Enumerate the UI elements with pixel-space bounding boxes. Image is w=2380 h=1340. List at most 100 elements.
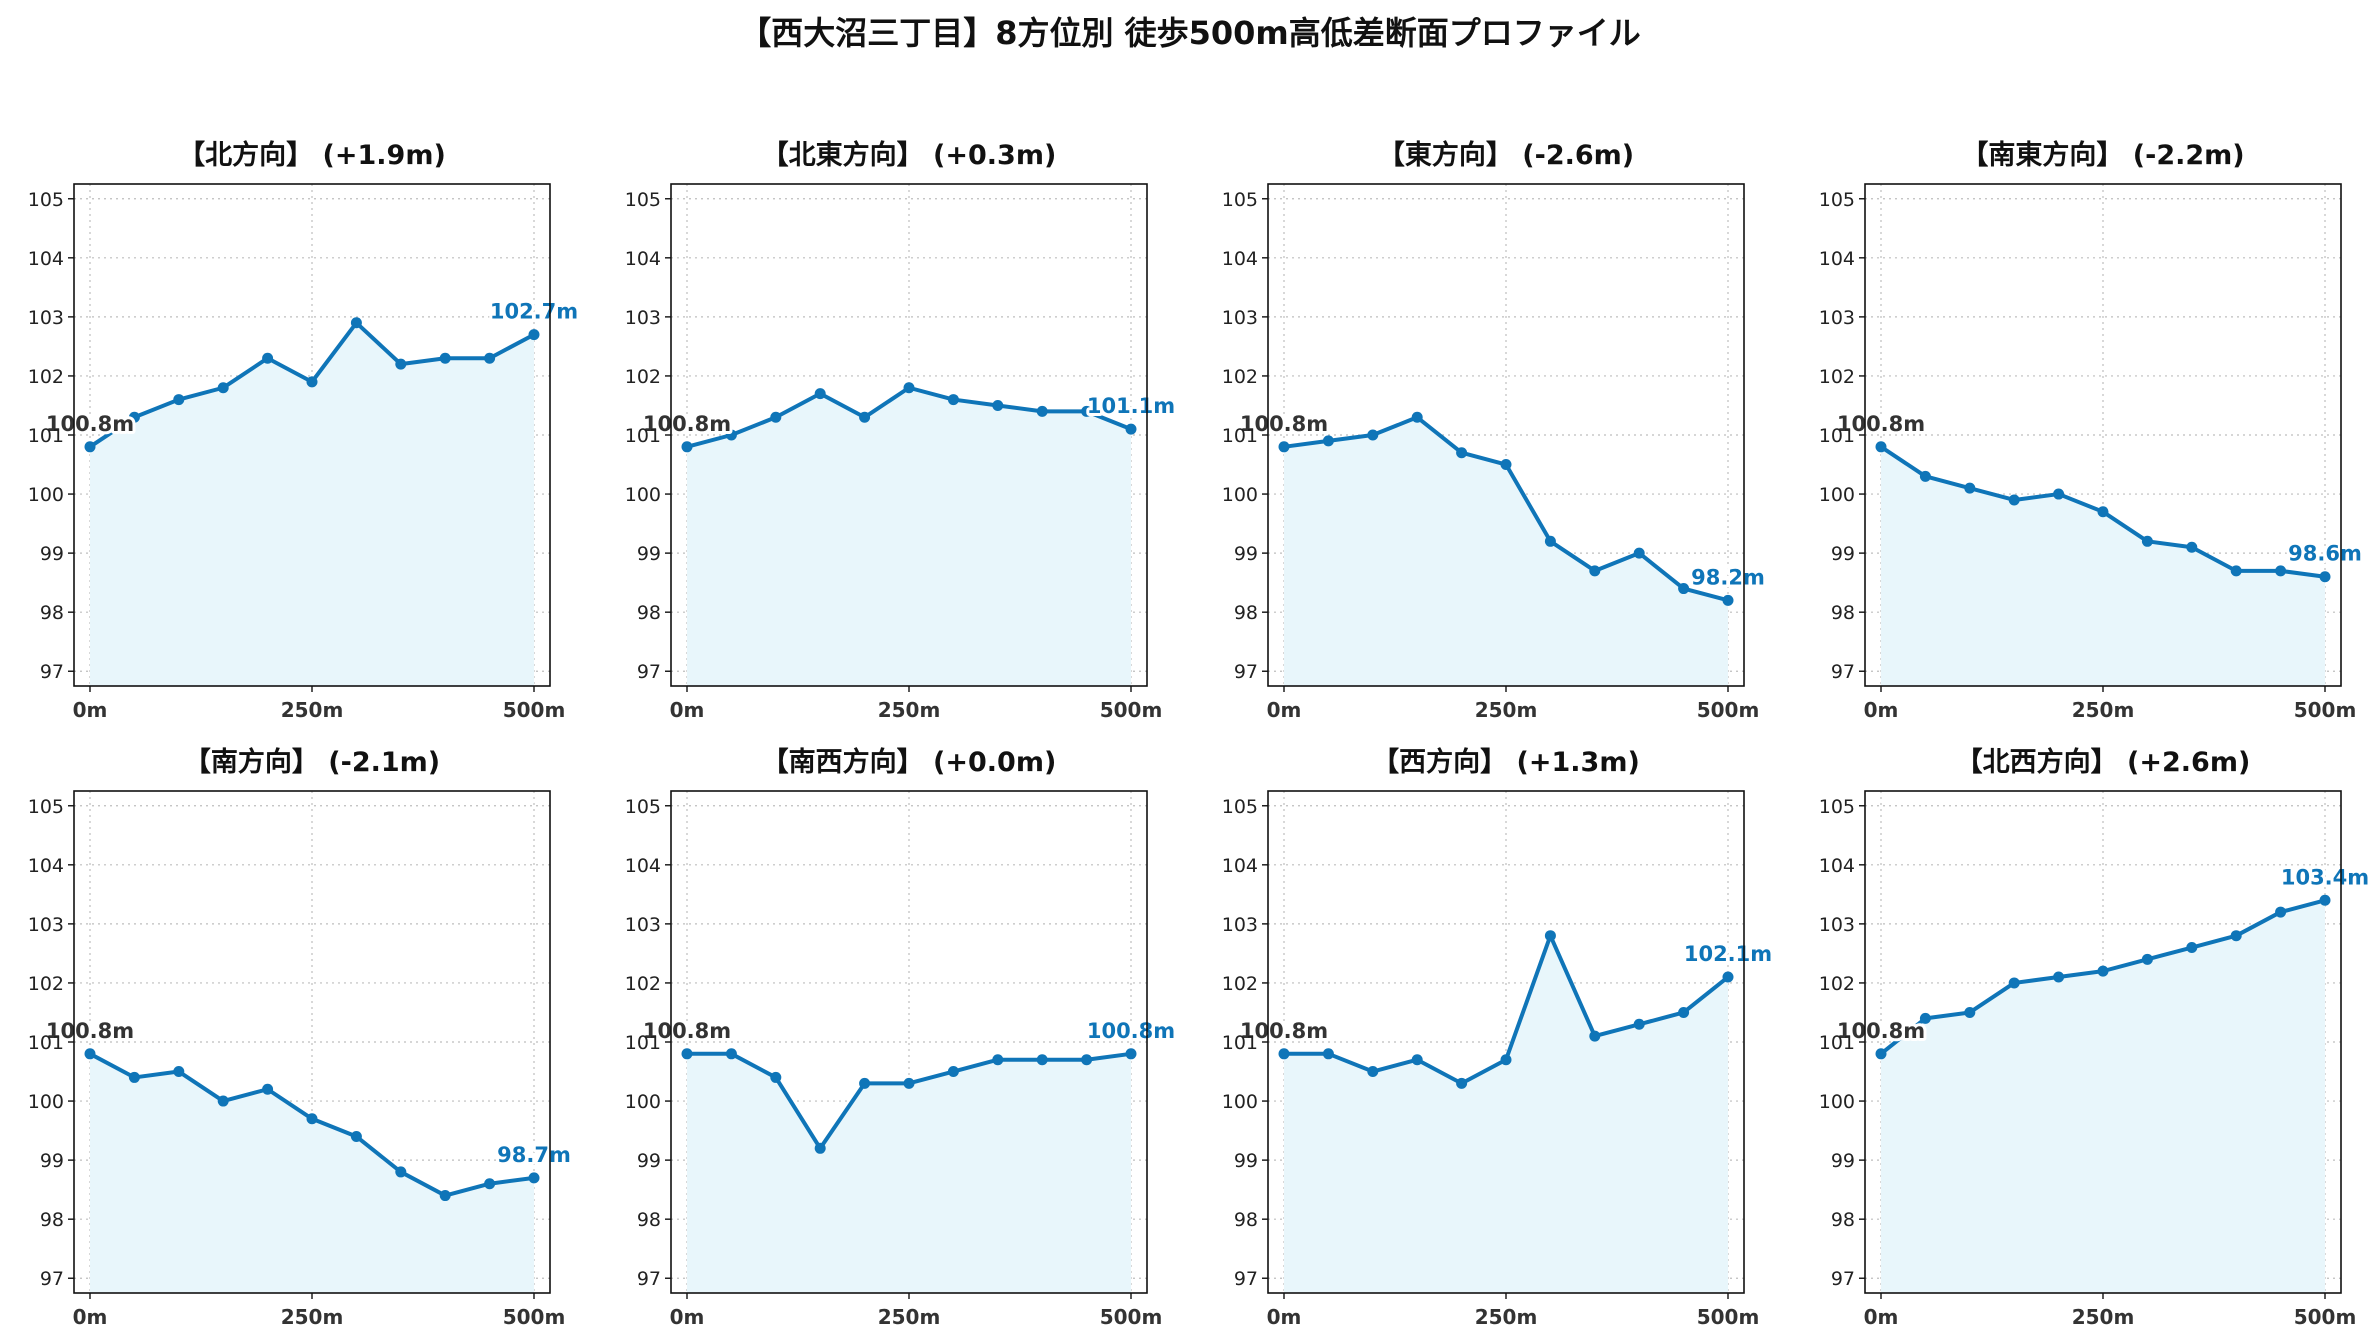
data-point: [1678, 1006, 1690, 1018]
data-point: [306, 376, 318, 388]
data-point: [395, 358, 407, 370]
data-point: [1125, 423, 1137, 435]
figure-title: 【西大沼三丁目】8方位別 徒歩500m高低差断面プロファイル: [739, 14, 1641, 52]
data-point: [2053, 971, 2065, 983]
data-point: [947, 394, 959, 406]
y-tick-label: 100: [1819, 1091, 1855, 1113]
x-tick-label: 250m: [281, 698, 344, 722]
data-point: [903, 382, 915, 394]
data-point: [770, 1071, 782, 1083]
data-point: [84, 441, 96, 453]
x-tick-label: 0m: [1864, 1305, 1899, 1329]
data-point: [1589, 1030, 1601, 1042]
x-tick-label: 500m: [1100, 1305, 1163, 1329]
y-tick-label: 101: [1222, 425, 1258, 447]
data-point: [992, 1054, 1004, 1066]
subplot-8: 【北西方向】 (+2.6m) 100.8m 103.4m 97 98 99 100 101 10…: [1819, 746, 2372, 1329]
data-point: [528, 1172, 540, 1184]
y-tick-label: 97: [1234, 661, 1258, 683]
y-tick-label: 103: [28, 307, 64, 329]
x-tick-label: 250m: [878, 698, 941, 722]
y-tick-label: 105: [28, 796, 64, 818]
y-tick-label: 97: [40, 1268, 64, 1290]
y-tick-label: 104: [28, 855, 64, 877]
data-point: [2319, 894, 2331, 906]
x-tick-label: 500m: [1697, 698, 1760, 722]
end-elevation-label: 102.7m: [490, 300, 578, 324]
data-point: [2097, 506, 2109, 518]
y-tick-label: 98: [1831, 602, 1855, 624]
y-tick-label: 103: [1819, 914, 1855, 936]
data-point: [2275, 565, 2287, 577]
y-tick-label: 104: [28, 248, 64, 270]
elevation-area: [90, 322, 534, 686]
subplot-1: 【北方向】 (+1.9m) 100.8m 102.7m 97 98 99 100 101 102…: [28, 139, 581, 722]
subplot-title: 【南方向】 (-2.1m): [184, 746, 440, 778]
x-tick-label: 500m: [2294, 1305, 2357, 1329]
data-point: [947, 1066, 959, 1078]
data-point: [1544, 535, 1556, 547]
y-tick-label: 103: [1222, 307, 1258, 329]
y-tick-label: 100: [625, 1091, 661, 1113]
elevation-area: [687, 1053, 1131, 1293]
data-point: [350, 1130, 362, 1142]
data-point: [859, 1077, 871, 1089]
data-point: [1633, 1018, 1645, 1030]
subplot-title: 【北西方向】 (+2.6m): [1956, 746, 2251, 778]
start-elevation-label: 100.8m: [643, 1019, 731, 1043]
y-tick-label: 103: [28, 914, 64, 936]
y-tick-label: 102: [1222, 366, 1258, 388]
y-tick-label: 103: [625, 914, 661, 936]
y-tick-label: 100: [28, 484, 64, 506]
subplot-3: 【東方向】 (-2.6m) 100.8m 98.2m 97 98 99 100 101 102 1…: [1222, 139, 1768, 722]
y-tick-label: 102: [1222, 973, 1258, 995]
y-tick-label: 97: [40, 661, 64, 683]
data-point: [1411, 411, 1423, 423]
y-tick-label: 99: [40, 1150, 64, 1172]
data-point: [2275, 906, 2287, 918]
y-tick-label: 102: [1819, 973, 1855, 995]
data-point: [2008, 494, 2020, 506]
y-tick-label: 99: [637, 543, 661, 565]
data-point: [1081, 405, 1093, 417]
data-point: [84, 1048, 96, 1060]
subplot-grid: 【北方向】 (+1.9m) 100.8m 102.7m 97 98 99 100 101 102…: [28, 139, 2372, 1329]
data-point: [770, 411, 782, 423]
data-point: [2141, 953, 2153, 965]
subplot-title: 【西方向】 (+1.3m): [1372, 746, 1640, 778]
y-tick-label: 101: [625, 425, 661, 447]
data-point: [1722, 971, 1734, 983]
data-point: [1964, 482, 1976, 494]
data-point: [1367, 1066, 1379, 1078]
y-tick-label: 98: [637, 602, 661, 624]
subplot-title: 【北東方向】 (+0.3m): [762, 139, 1057, 171]
y-tick-label: 100: [28, 1091, 64, 1113]
elevation-area: [1284, 935, 1728, 1293]
y-tick-label: 102: [28, 366, 64, 388]
subplot-7: 【西方向】 (+1.3m) 100.8m 102.1m 97 98 99 100 101 102…: [1222, 746, 1775, 1329]
data-point: [262, 1083, 274, 1095]
y-tick-label: 103: [1819, 307, 1855, 329]
start-elevation-label: 100.8m: [1837, 1019, 1925, 1043]
data-point: [725, 429, 737, 441]
data-point: [1964, 1006, 1976, 1018]
y-tick-label: 104: [625, 855, 661, 877]
x-tick-label: 500m: [2294, 698, 2357, 722]
data-point: [306, 1113, 318, 1125]
elevation-area: [1881, 446, 2325, 686]
x-tick-label: 0m: [1864, 698, 1899, 722]
data-point: [217, 382, 229, 394]
subplot-title: 【南西方向】 (+0.0m): [762, 746, 1057, 778]
data-point: [262, 352, 274, 364]
y-tick-label: 101: [625, 1032, 661, 1054]
y-tick-label: 104: [1819, 855, 1855, 877]
y-tick-label: 99: [1831, 1150, 1855, 1172]
subplot-4: 【南東方向】 (-2.2m) 100.8m 98.6m 97 98 99 100 101 102…: [1819, 139, 2365, 722]
start-elevation-label: 100.8m: [1240, 1019, 1328, 1043]
data-point: [681, 441, 693, 453]
data-point: [992, 399, 1004, 411]
elevation-area: [687, 387, 1131, 686]
data-point: [1278, 441, 1290, 453]
subplot-title: 【南東方向】 (-2.2m): [1961, 139, 2244, 171]
